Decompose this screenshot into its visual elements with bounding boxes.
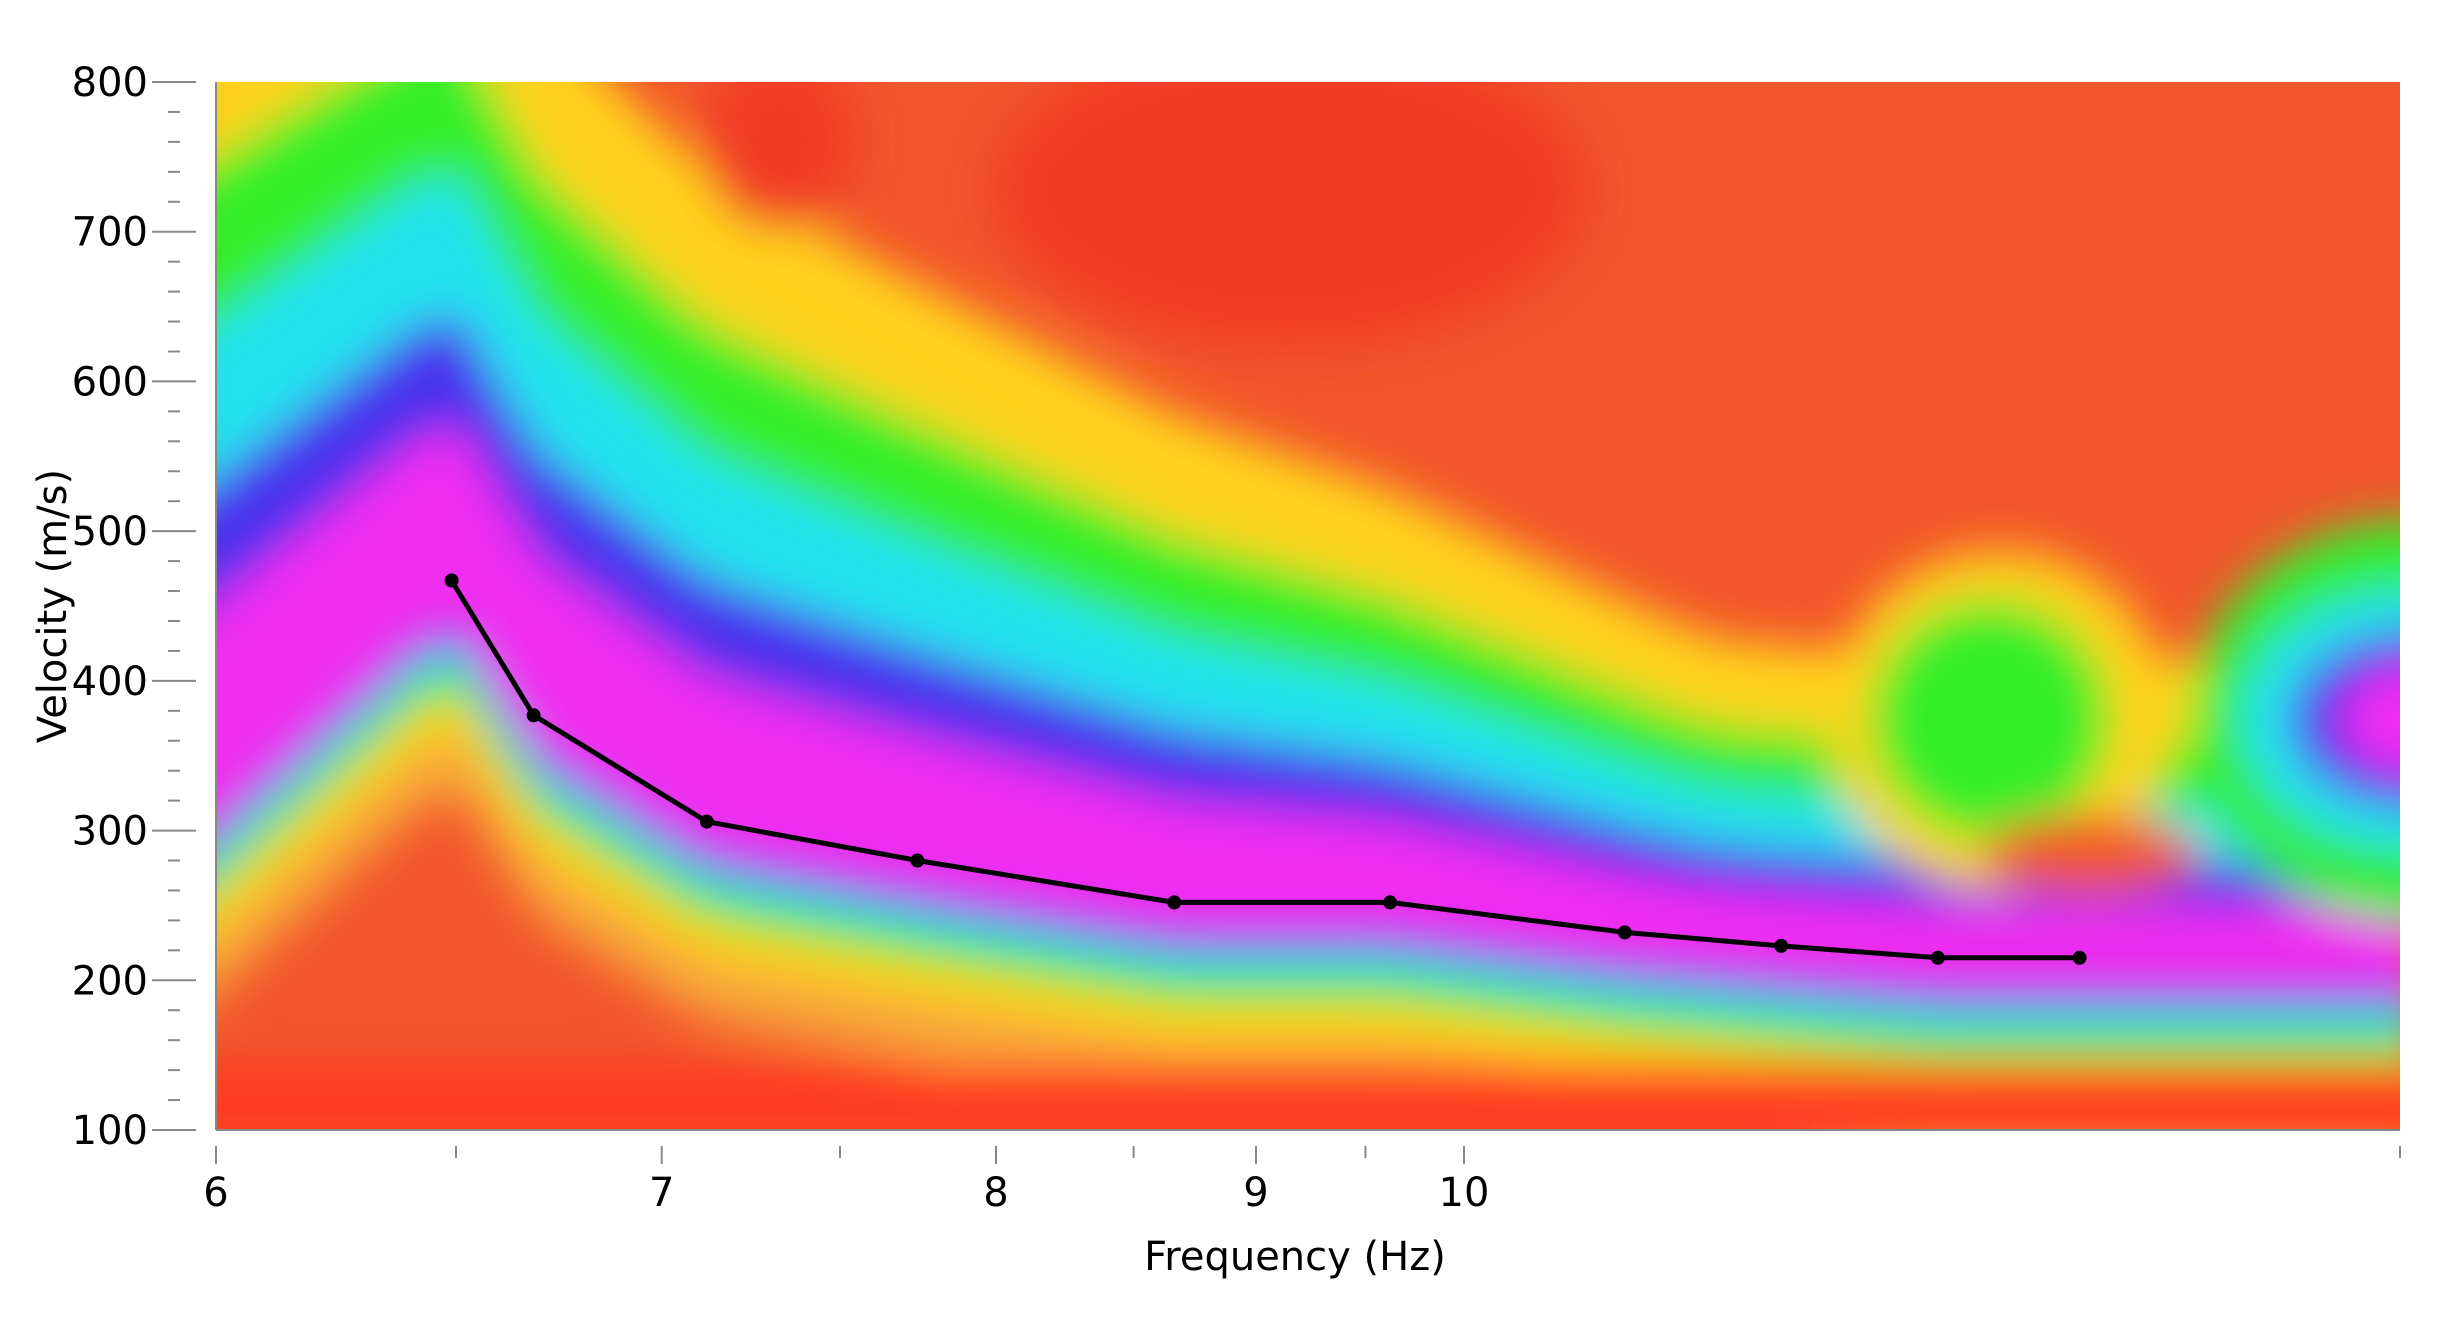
- picked-curve-point: [1774, 938, 1789, 953]
- heatmap-top-red-patch-left: [700, 82, 860, 230]
- x-tick-label: 7: [649, 1170, 674, 1216]
- heatmap-right-orange-ellipse: [1980, 815, 2200, 895]
- x-tick-label: 9: [1243, 1170, 1268, 1216]
- y-tick-label: 200: [72, 958, 148, 1004]
- picked-curve-point: [1383, 895, 1398, 910]
- heatmap-top-red-patch: [990, 82, 1590, 350]
- x-tick-label: 10: [1439, 1170, 1490, 1216]
- picked-curve-point: [1930, 950, 1945, 965]
- y-axis-title: Velocity (m/s): [30, 469, 76, 743]
- picked-curve-point: [910, 853, 925, 868]
- heatmap-right-edge-magenta: [2340, 668, 2400, 772]
- y-tick-label: 400: [72, 659, 148, 705]
- heatmap-area: [216, 82, 2400, 1130]
- heatmap-band-magenta: [216, 427, 2400, 988]
- y-tick-label: 600: [72, 359, 148, 405]
- x-tick-label: 6: [203, 1170, 228, 1216]
- y-tick-label: 800: [72, 60, 148, 106]
- picked-curve-point: [2072, 950, 2087, 965]
- y-tick-label: 500: [72, 509, 148, 555]
- heatmap-band-blue-lower: [216, 624, 2400, 1016]
- x-axis: 6 7 8 9 10: [203, 1129, 2401, 1216]
- picked-curve-point: [1167, 895, 1182, 910]
- y-tick-label: 300: [72, 809, 148, 855]
- heatmap-band-orange-lower: [216, 734, 2400, 1130]
- heatmap-bottom-red: [216, 1065, 2400, 1130]
- picked-curve-point: [526, 708, 541, 723]
- y-axis: 100 200 300 400 500 600 700 800: [72, 60, 217, 1154]
- picked-curve-point: [1617, 925, 1632, 940]
- x-tick-label: 8: [983, 1170, 1008, 1216]
- picked-curve: [444, 573, 2087, 965]
- picked-curve-point: [699, 814, 714, 829]
- picked-curve-point: [444, 573, 459, 588]
- y-tick-label: 100: [72, 1108, 148, 1154]
- y-tick-label: 700: [72, 210, 148, 256]
- picked-curve-line: [449, 579, 2080, 961]
- x-axis-title: Frequency (Hz): [1144, 1234, 1446, 1280]
- heatmap-right-green: [1870, 600, 2110, 840]
